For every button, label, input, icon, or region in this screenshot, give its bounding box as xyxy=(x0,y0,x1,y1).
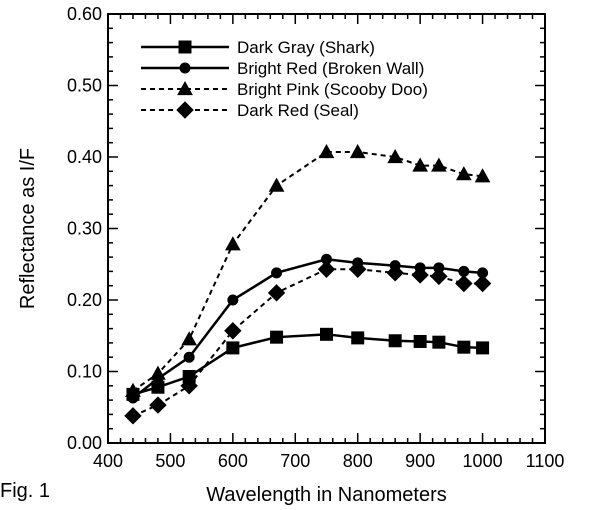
marker-diamond xyxy=(473,274,492,293)
marker-diamond xyxy=(386,264,404,282)
marker-diamond xyxy=(124,407,142,425)
marker-triangle xyxy=(431,157,447,172)
marker-diamond xyxy=(349,260,367,278)
y-axis-label: Reflectance as I/F xyxy=(17,148,39,309)
x-tick-label: 1100 xyxy=(526,451,565,471)
y-tick-label: 0.50 xyxy=(67,76,102,96)
marker-diamond xyxy=(411,266,429,284)
x-axis-label: Wavelength in Nanometers xyxy=(206,484,447,506)
marker-diamond xyxy=(430,267,448,286)
marker-diamond xyxy=(180,377,198,395)
y-tick-label: 0.20 xyxy=(67,290,102,310)
marker-diamond xyxy=(224,322,242,340)
marker-triangle xyxy=(349,143,366,159)
x-tick-label: 600 xyxy=(218,451,248,471)
series-layer xyxy=(124,143,492,425)
x-tick-label: 800 xyxy=(343,451,373,471)
legend: Dark Gray (Shark) Bright Red (Broken Wall… xyxy=(141,38,428,120)
legend-label: Bright Pink (Scooby Doo) xyxy=(237,80,428,99)
marker-circle xyxy=(227,294,239,306)
y-tick-label: 0.00 xyxy=(67,433,102,453)
legend-item: Bright Red (Broken Wall) xyxy=(141,59,424,78)
plot-frame xyxy=(107,13,546,444)
series-4 xyxy=(124,260,492,425)
marker-diamond xyxy=(267,284,286,302)
marker-square xyxy=(178,40,192,54)
marker-triangle xyxy=(412,157,428,172)
marker-circle xyxy=(179,62,191,74)
marker-triangle xyxy=(150,365,166,380)
y-tick-label: 0.30 xyxy=(67,219,102,239)
axis-ticks xyxy=(107,13,546,444)
series-3 xyxy=(125,143,491,397)
marker-square xyxy=(476,341,490,355)
legend-item: Bright Pink (Scooby Doo) xyxy=(141,80,428,99)
marker-diamond xyxy=(455,274,473,293)
marker-diamond xyxy=(176,101,194,119)
marker-triangle xyxy=(268,177,285,192)
legend-label: Dark Red (Seal) xyxy=(237,101,359,120)
figure-label: Fig. 1 xyxy=(0,480,51,502)
x-tick-label: 900 xyxy=(405,451,435,471)
marker-diamond xyxy=(317,260,336,278)
x-tick-label: 700 xyxy=(280,451,310,471)
marker-triangle xyxy=(474,168,491,183)
marker-triangle xyxy=(181,331,198,346)
marker-square xyxy=(457,340,471,354)
axis-tick-labels: 400 500 600 700 800 900 1000 1100 0.00 0.10 0.20 0.… xyxy=(67,4,564,471)
marker-square xyxy=(351,331,365,345)
legend-item: Dark Red (Seal) xyxy=(141,101,359,120)
marker-circle xyxy=(271,267,283,279)
legend-item: Dark Gray (Shark) xyxy=(141,38,375,57)
legend-label: Dark Gray (Shark) xyxy=(237,38,375,57)
marker-triangle xyxy=(177,80,193,96)
marker-circle xyxy=(183,351,195,363)
marker-square xyxy=(388,334,402,348)
y-tick-label: 0.60 xyxy=(67,4,102,24)
legend-label: Bright Red (Broken Wall) xyxy=(237,59,424,78)
marker-triangle xyxy=(387,148,404,164)
marker-triangle xyxy=(125,382,141,397)
marker-diamond xyxy=(149,396,167,414)
y-tick-label: 0.40 xyxy=(67,147,102,167)
y-tick-label: 0.10 xyxy=(67,362,102,382)
marker-square xyxy=(270,330,284,344)
marker-triangle xyxy=(455,166,472,181)
marker-square xyxy=(432,335,446,349)
marker-square xyxy=(320,327,333,341)
marker-square xyxy=(226,341,240,355)
x-tick-label: 500 xyxy=(155,451,185,471)
x-tick-label: 400 xyxy=(93,451,123,471)
x-tick-label: 1000 xyxy=(463,451,503,471)
marker-triangle xyxy=(318,143,335,159)
marker-triangle xyxy=(225,236,241,251)
marker-square xyxy=(413,334,427,348)
